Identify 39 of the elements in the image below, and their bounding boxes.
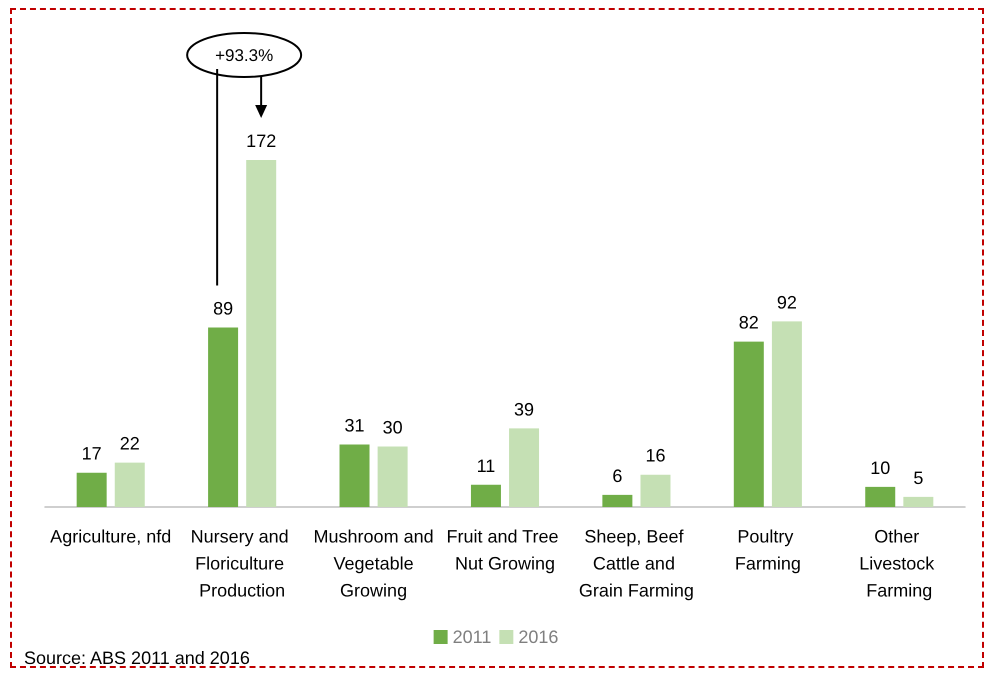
x-tick-label: Nursery and Floriculture Production xyxy=(190,526,294,600)
bar xyxy=(865,486,896,507)
bar xyxy=(76,472,107,507)
data-label: 82 xyxy=(738,312,759,333)
data-label: 10 xyxy=(870,458,890,478)
x-tick-label: Agriculture, nfd xyxy=(50,526,172,546)
x-tick-label: Poultry Farming xyxy=(734,526,801,574)
x-tick-label: Mushroom and Vegetable Growing xyxy=(314,526,434,600)
data-label: 172 xyxy=(246,131,276,151)
bar xyxy=(470,484,501,507)
data-label: 11 xyxy=(476,456,496,476)
legend-label: 2016 xyxy=(518,627,558,647)
bar xyxy=(903,496,934,507)
bar xyxy=(772,321,802,507)
bar xyxy=(734,342,764,507)
data-label: 22 xyxy=(120,434,140,454)
data-label: 17 xyxy=(82,444,102,464)
data-label: 89 xyxy=(213,298,234,318)
data-label: 16 xyxy=(645,446,666,466)
x-tick-label: Fruit and Tree Nut Growing xyxy=(446,526,564,574)
data-label: 31 xyxy=(344,415,365,436)
bar xyxy=(640,474,670,507)
source-note: Source: ABS 2011 and 2016 xyxy=(24,648,250,669)
text: +93.3% xyxy=(215,46,274,65)
data-label: 6 xyxy=(612,466,622,486)
bar xyxy=(602,494,632,507)
bar xyxy=(246,160,276,507)
bar xyxy=(509,428,540,507)
bar xyxy=(114,462,145,507)
data-label: 30 xyxy=(382,417,403,438)
legend-label: 2011 xyxy=(452,627,492,647)
bar xyxy=(378,446,408,507)
data-label: 39 xyxy=(514,399,534,420)
data-label: 5 xyxy=(913,468,924,488)
bar xyxy=(340,444,370,507)
data-label: 92 xyxy=(776,292,797,312)
x-tick-label: Other Livestock Farming xyxy=(859,526,940,600)
bar xyxy=(208,327,238,507)
x-tick-label: Sheep, Beef Cattle and Grain Farming xyxy=(578,526,694,600)
